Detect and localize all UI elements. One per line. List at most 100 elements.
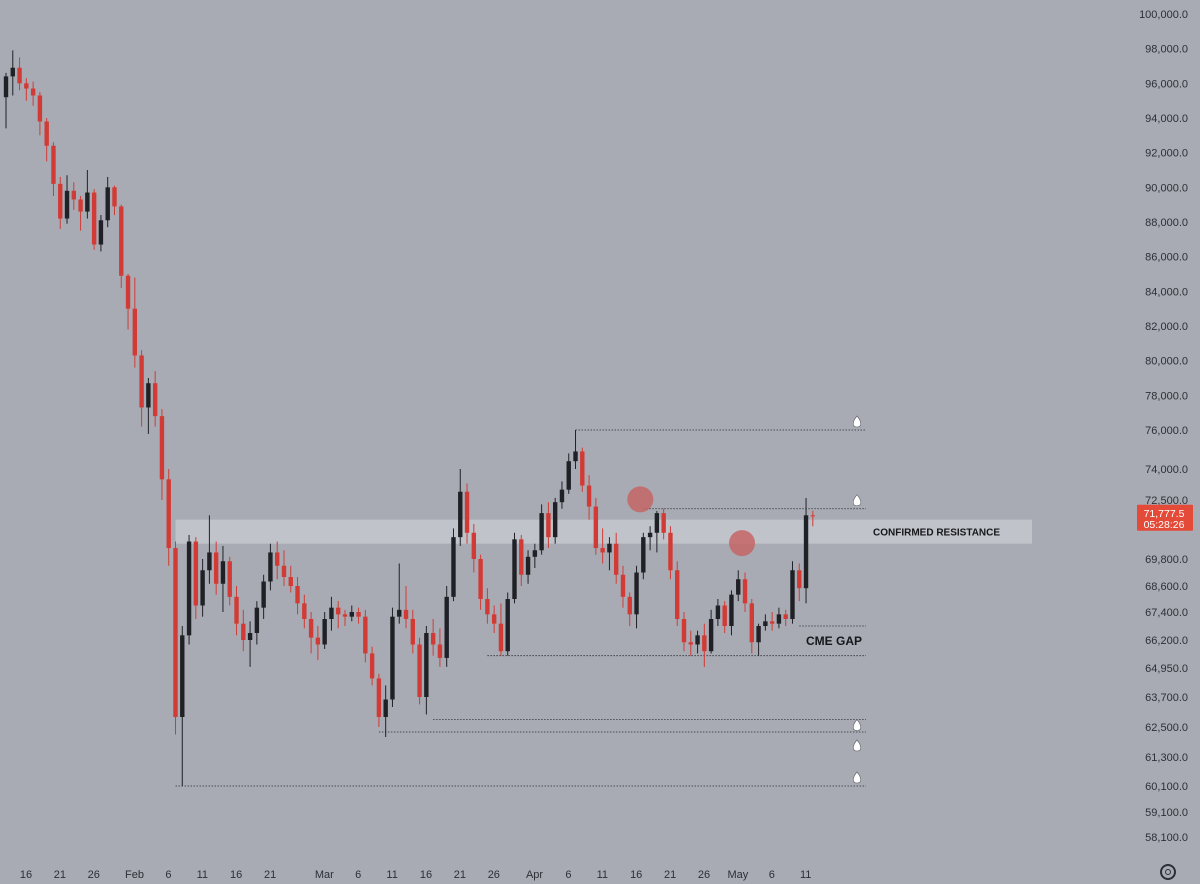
candle — [403, 586, 409, 629]
candle-body — [559, 489, 565, 503]
candle-body — [152, 383, 158, 417]
price-tick-label: 64,950.0 — [1145, 663, 1188, 675]
candle — [790, 561, 795, 624]
candle — [736, 570, 741, 602]
liquidity-drop-icon — [852, 739, 862, 752]
candle — [573, 430, 578, 469]
candle-body — [566, 461, 571, 490]
candle-body — [247, 633, 253, 640]
candle — [559, 481, 565, 509]
candle-body — [44, 121, 49, 146]
candle — [675, 561, 680, 626]
candle — [681, 612, 687, 652]
candle-body — [417, 644, 422, 697]
candle-body — [505, 599, 510, 652]
candle — [532, 543, 538, 568]
candle-body — [749, 603, 754, 643]
countdown-text: 05:28:26 — [1144, 519, 1185, 531]
candle-body — [546, 513, 551, 538]
candle — [275, 541, 280, 580]
price-tick-label: 88,000.0 — [1145, 217, 1188, 229]
price-tick-label: 69,800.0 — [1145, 554, 1188, 566]
date-tick-label: 21 — [454, 869, 466, 881]
candle-body — [478, 559, 483, 599]
candle — [383, 685, 388, 737]
candle — [30, 81, 36, 106]
date-tick-label: 6 — [165, 869, 171, 881]
candle-body — [695, 635, 700, 645]
price-axis[interactable]: 100,000.0 98,000.0 96,000.0 94,000.0 92,000.… — [1139, 9, 1188, 844]
candle — [769, 612, 775, 631]
candle-body — [119, 206, 124, 276]
candle — [641, 532, 646, 580]
candle — [281, 550, 287, 586]
price-tick-label: 68,600.0 — [1145, 581, 1188, 593]
candle-body — [139, 355, 144, 408]
candle-body — [803, 515, 809, 589]
price-tick-label: 90,000.0 — [1145, 182, 1188, 194]
candle-body — [173, 548, 178, 717]
candle — [491, 605, 497, 633]
candle-body — [125, 275, 131, 309]
candle — [261, 574, 266, 619]
date-tick-label: 21 — [664, 869, 676, 881]
price-tick-label: 86,000.0 — [1145, 252, 1188, 264]
price-tick-label: 76,000.0 — [1145, 425, 1188, 437]
candle-body — [614, 543, 619, 575]
candle-body — [580, 451, 585, 486]
time-axis[interactable]: 16 21 26 Feb 6 11 16 21 Mar 6 11 16 21 26 Apr 6 11 16 21 26… — [20, 869, 812, 881]
candle-body — [776, 614, 782, 624]
swing-markers — [627, 486, 756, 557]
candle-body — [471, 532, 477, 559]
candle — [180, 626, 185, 786]
price-tick-label: 98,000.0 — [1145, 44, 1188, 56]
price-tick-label: 94,000.0 — [1145, 113, 1188, 125]
candle-body — [254, 607, 260, 633]
candle — [51, 142, 56, 196]
cme-gap-label: CME GAP — [806, 634, 862, 648]
candle-body — [763, 621, 768, 626]
candle-body — [573, 451, 578, 462]
candle-body — [37, 95, 43, 122]
liquidity-drop-icon — [852, 771, 862, 784]
candle-body — [797, 570, 802, 589]
candle-body — [485, 599, 490, 615]
candle-body — [600, 548, 605, 553]
chart-settings-icon[interactable] — [1160, 864, 1176, 880]
candle — [444, 586, 449, 667]
candle — [37, 92, 43, 136]
date-tick-label: 6 — [565, 869, 571, 881]
candle-body — [464, 491, 470, 533]
candle — [288, 565, 293, 593]
candle-body — [159, 416, 165, 480]
candle — [186, 534, 192, 645]
candle — [91, 189, 97, 250]
candle — [485, 588, 490, 624]
candle-body — [132, 308, 138, 356]
candle — [302, 594, 307, 629]
candle — [607, 537, 612, 571]
candle-body — [78, 199, 83, 212]
candle-body — [220, 561, 226, 584]
candle — [247, 621, 253, 667]
candle-body — [627, 596, 632, 615]
candle — [647, 526, 653, 551]
candle-body — [736, 579, 741, 595]
candle — [10, 50, 15, 96]
price-tick-label: 96,000.0 — [1145, 78, 1188, 90]
price-tick-label: 62,500.0 — [1145, 722, 1188, 734]
candle-body — [315, 637, 321, 645]
candle-body — [783, 614, 788, 619]
candle — [200, 559, 205, 617]
candle — [464, 483, 470, 544]
date-tick-label: 16 — [20, 869, 32, 881]
candle — [159, 409, 165, 500]
candle — [356, 607, 361, 624]
candle — [336, 601, 341, 629]
candle-body — [261, 581, 266, 608]
annotation-labels: CONFIRMED RESISTANCE CME GAP — [806, 528, 1000, 648]
candle-body — [702, 635, 707, 652]
candle-body — [356, 612, 361, 617]
